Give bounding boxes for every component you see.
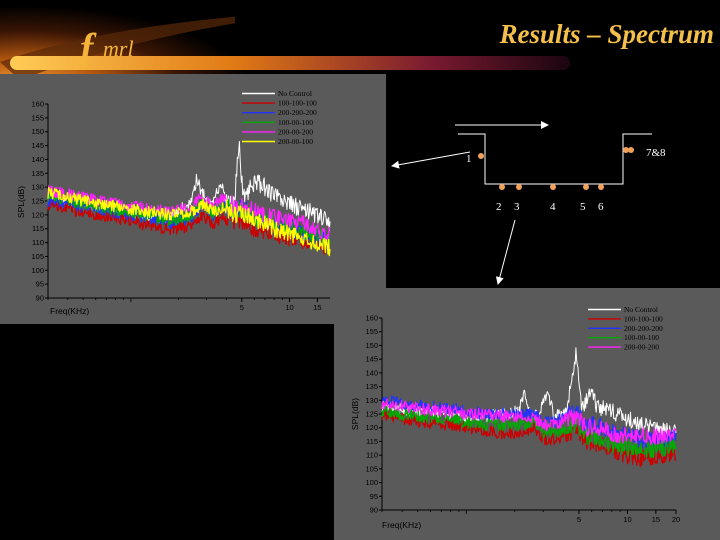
- x-tick-label: 20: [672, 515, 680, 524]
- sensor-7: [623, 147, 629, 153]
- y-axis-label: SPL(dB): [350, 398, 360, 430]
- spectrum-chart-panel-1: 90 95 100 105 110 115 120 125 130 135 140 145 150 155…: [0, 74, 386, 324]
- y-tick-label: 145: [31, 141, 44, 150]
- sensor-5: [583, 184, 589, 190]
- y-axis-label: SPL(dB): [16, 186, 26, 218]
- legend-label: 100-100-100: [278, 99, 317, 108]
- legend-label: 100-00-100: [278, 118, 313, 127]
- y-tick-label: 105: [31, 252, 44, 261]
- y-tick-label: 150: [31, 127, 44, 136]
- y-tick-label: 140: [365, 368, 378, 377]
- y-tick-label: 90: [370, 506, 378, 515]
- y-tick-label: 105: [365, 464, 378, 473]
- port-label-4: 4: [550, 201, 556, 213]
- legend-label: No Control: [278, 89, 312, 98]
- x-axis-label: Freq(KHz): [50, 306, 89, 316]
- x-tick-label: 10: [623, 515, 631, 524]
- banner-swoosh: [0, 0, 570, 80]
- legend-label: No Control: [624, 305, 658, 314]
- legend-label: 200-00-200: [278, 127, 313, 136]
- y-tick-label: 150: [365, 341, 378, 350]
- x-tick-label: 15: [313, 303, 321, 312]
- spectrum-chart-2: 9095100105110115120125130135140145150155…: [350, 305, 680, 530]
- sensor-3: [516, 184, 522, 190]
- arrow-to-chart-2: [495, 219, 516, 285]
- y-tick-label: 100: [31, 266, 44, 275]
- y-tick-label: 135: [31, 169, 44, 178]
- x-tick-label: 10: [285, 303, 293, 312]
- y-tick-label: 95: [370, 492, 378, 501]
- port-label-5: 5: [580, 201, 586, 213]
- slide-banner: f mrl: [0, 0, 720, 80]
- sensor-6: [598, 184, 604, 190]
- legend-label: 100-00-100: [624, 333, 659, 342]
- y-tick-label: 110: [366, 451, 378, 460]
- port-label-7-8: 7&8: [646, 147, 666, 159]
- sensor-points: [478, 147, 634, 190]
- y-tick-label: 110: [32, 238, 44, 247]
- y-tick-label: 120: [31, 210, 44, 219]
- series-line-200-00-200: [381, 398, 677, 446]
- x-tick-label: 15: [652, 515, 660, 524]
- y-tick-label: 155: [365, 327, 378, 336]
- x-tick-label: 5: [240, 303, 244, 312]
- y-tick-label: 125: [31, 197, 44, 206]
- legend-label: 100-100-100: [624, 314, 663, 323]
- port-label-3: 3: [514, 201, 520, 213]
- y-tick-label: 115: [32, 224, 44, 233]
- port-label-2: 2: [496, 201, 502, 213]
- y-tick-label: 100: [365, 478, 378, 487]
- sensor-1: [478, 153, 484, 159]
- legend-label: 200-00-200: [624, 343, 659, 352]
- y-tick-label: 125: [365, 410, 378, 419]
- sensor-8: [628, 147, 634, 153]
- legend-label: 200-200-200: [278, 108, 317, 117]
- y-tick-label: 160: [365, 314, 378, 323]
- spectrum-chart-panel-2: 90 95 100 105 110 115 120 125 130 135 140 145 150 155…: [334, 288, 720, 540]
- sensor-4: [550, 184, 556, 190]
- duct-outline: [458, 133, 652, 185]
- legend-label: 200-200-200: [624, 324, 663, 333]
- y-tick-label: 145: [365, 355, 378, 364]
- port-label-1: 1: [466, 153, 472, 165]
- y-tick-label: 95: [36, 280, 44, 289]
- series-line-100-100-100: [47, 199, 331, 255]
- y-tick-label: 135: [365, 382, 378, 391]
- series-line-200-00-100: [47, 186, 331, 257]
- spectrum-chart-1: 9095100105110115120125130135140145150155…: [16, 89, 331, 316]
- sensor-2: [499, 184, 505, 190]
- slide-title: Results – Spectrum: [499, 19, 714, 49]
- y-tick-label: 130: [31, 183, 44, 192]
- x-tick-label: 5: [577, 515, 581, 524]
- y-tick-label: 155: [31, 113, 44, 122]
- logo-text: mrl: [103, 36, 134, 61]
- arrow-to-chart-1: [391, 151, 471, 169]
- legend-label: 200-00-100: [278, 137, 313, 146]
- y-tick-label: 130: [365, 396, 378, 405]
- logo-f: f: [80, 25, 94, 70]
- series-line-200-00-200: [47, 185, 331, 242]
- y-tick-label: 115: [366, 437, 378, 446]
- port-label-6: 6: [598, 201, 604, 213]
- y-tick-label: 160: [31, 100, 44, 109]
- y-tick-label: 140: [31, 155, 44, 164]
- duct-diagram: 1 2 3 4 5 6 7&8: [380, 112, 680, 292]
- y-tick-label: 120: [365, 423, 378, 432]
- x-axis-label: Freq(KHz): [382, 520, 421, 530]
- y-tick-label: 90: [36, 294, 44, 303]
